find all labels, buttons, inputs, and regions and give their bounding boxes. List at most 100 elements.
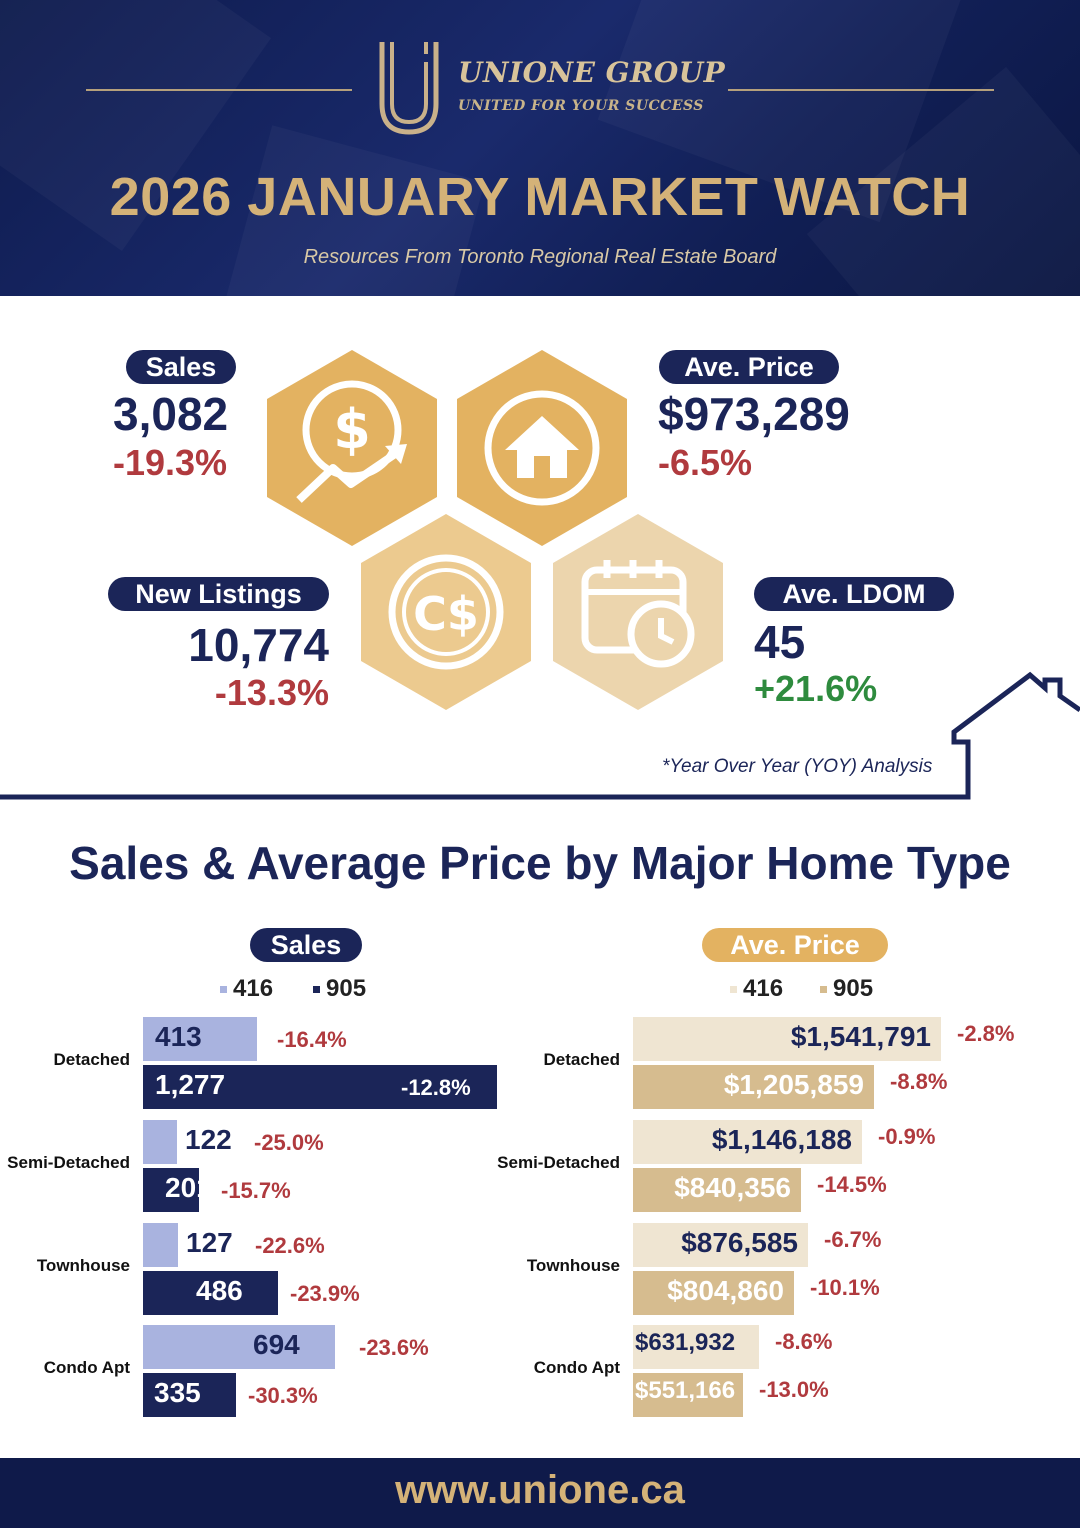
ave-ldom-change: +21.6% [754, 668, 878, 709]
price-value-label: $876,585 [681, 1227, 798, 1258]
sales-bar-905 [143, 1271, 278, 1315]
legend-label: 416 [743, 975, 784, 1002]
category-label: Condo Apt [43, 1358, 130, 1377]
category-label: Semi-Detached [7, 1153, 130, 1172]
header-divider-right [728, 89, 994, 91]
header-divider-left [86, 89, 352, 91]
legend-swatch [730, 986, 737, 994]
price-value-label: $804,860 [667, 1275, 784, 1306]
sales-value-label: 486 [196, 1275, 243, 1306]
brand-tagline: UNITED FOR YOUR SUCCESS [458, 98, 704, 114]
price-value-label: $551,166 [635, 1377, 736, 1404]
sales-chart-title: Sales [250, 928, 362, 962]
price-bar-416 [633, 1325, 759, 1369]
legend-swatch [820, 986, 827, 994]
ave-ldom-value: 45 [754, 616, 806, 668]
price-value-label: $631,932 [635, 1329, 736, 1356]
price-change-label: -8.6% [775, 1329, 833, 1354]
unione-logo-icon [379, 42, 439, 135]
sales-change-label: -25.0% [254, 1130, 324, 1155]
category-label: Detached [543, 1050, 620, 1069]
price-bar-905 [633, 1373, 743, 1417]
sales-change-label: -23.6% [359, 1335, 429, 1360]
sales-value-label: 1,277 [155, 1069, 226, 1100]
sales-bar-416 [143, 1120, 177, 1164]
svg-text:C$: C$ [413, 587, 479, 641]
legend-label: 905 [326, 975, 367, 1002]
dollar-growth-icon: $ [296, 380, 407, 503]
price-legend-416: 416 [730, 975, 783, 1003]
category-label: Townhouse [526, 1256, 620, 1275]
price-change-label: -14.5% [817, 1172, 887, 1197]
sales-value-label: 335 [154, 1377, 201, 1408]
price-bar-905 [633, 1065, 874, 1109]
sales-change-label: -15.7% [221, 1178, 291, 1203]
hex-tile-listings: C$ [361, 514, 531, 710]
brand-name: UNIONE GROUP [458, 56, 726, 89]
price-change-label: -2.8% [957, 1021, 1015, 1046]
hex-tile-ldom [553, 514, 723, 710]
ave-price-label-pill: Ave. Price [659, 350, 839, 384]
hex-tile-sales: $ [267, 350, 437, 546]
sales-bar-905 [143, 1373, 236, 1417]
ave-price-change: -6.5% [658, 442, 753, 483]
price-value-label: $1,205,859 [723, 1069, 864, 1100]
new-listings-label-pill: New Listings [108, 577, 329, 611]
hex-tile-price [457, 350, 627, 546]
price-value-label: $1,146,188 [711, 1124, 852, 1155]
sales-change-label: -16.4% [277, 1027, 347, 1052]
price-legend-905: 905 [820, 975, 873, 1003]
calendar-clock-icon [581, 560, 695, 668]
price-change-label: -0.9% [878, 1124, 936, 1149]
price-bar-416 [633, 1223, 808, 1267]
header-banner: UNIONE GROUP UNITED FOR YOUR SUCCESS 202… [0, 0, 1080, 296]
sales-bar-905 [143, 1065, 497, 1109]
price-change-label: -13.0% [759, 1377, 829, 1402]
price-bar-416 [633, 1017, 941, 1061]
sales-change-label: -23.9% [290, 1281, 360, 1306]
yoy-note: *Year Over Year (YOY) Analysis [662, 756, 933, 777]
sales-change-label: -22.6% [255, 1233, 325, 1258]
page-title: 2026 JANUARY MARKET WATCH [109, 167, 971, 227]
footer-bar [0, 1458, 1080, 1528]
category-label: Detached [53, 1050, 130, 1069]
price-bar-905 [633, 1271, 794, 1315]
sales-value-label: 694 [253, 1329, 300, 1360]
sales-change: -19.3% [113, 442, 228, 483]
sales-legend-416: 416 [220, 975, 273, 1003]
sales-bar-416 [143, 1223, 178, 1267]
legend-label: 905 [833, 975, 874, 1002]
sales-change-label: -12.8% [401, 1075, 471, 1100]
price-change-label: -6.7% [824, 1227, 882, 1252]
sales-label-pill: Sales [126, 350, 236, 384]
price-bar-905 [633, 1168, 801, 1212]
footer-url-link[interactable]: www.unione.ca [395, 1468, 685, 1512]
new-listings-value: 10,774 [188, 619, 329, 671]
section-title: Sales & Average Price by Major Home Type [69, 837, 1011, 889]
new-listings-change: -13.3% [214, 672, 329, 713]
ave-ldom-label-pill: Ave. LDOM [754, 577, 954, 611]
legend-swatch [313, 986, 320, 994]
legend-swatch [220, 986, 227, 994]
sales-value-label: 127 [186, 1227, 233, 1258]
category-label: Semi-Detached [497, 1153, 620, 1172]
house-icon [484, 390, 600, 506]
price-chart-title: Ave. Price [702, 928, 888, 962]
ave-price-value: $973,289 [658, 388, 850, 440]
sales-bar-416 [143, 1017, 257, 1061]
sales-legend-905: 905 [313, 975, 366, 1003]
sales-value-label: 201 [165, 1172, 212, 1203]
category-label: Condo Apt [533, 1358, 620, 1377]
svg-text:$: $ [333, 398, 371, 461]
legend-label: 416 [233, 975, 274, 1002]
price-change-label: -8.8% [890, 1069, 948, 1094]
sales-change-label: -30.3% [248, 1383, 318, 1408]
sales-bar-416 [143, 1325, 335, 1369]
sales-bar-905 [143, 1168, 199, 1212]
price-change-label: -10.1% [810, 1275, 880, 1300]
price-bar-416 [633, 1120, 862, 1164]
canadian-dollar-icon: C$ [388, 554, 504, 670]
sales-value: 3,082 [113, 388, 229, 440]
category-label: Townhouse [36, 1256, 130, 1275]
price-value-label: $840,356 [674, 1172, 791, 1203]
